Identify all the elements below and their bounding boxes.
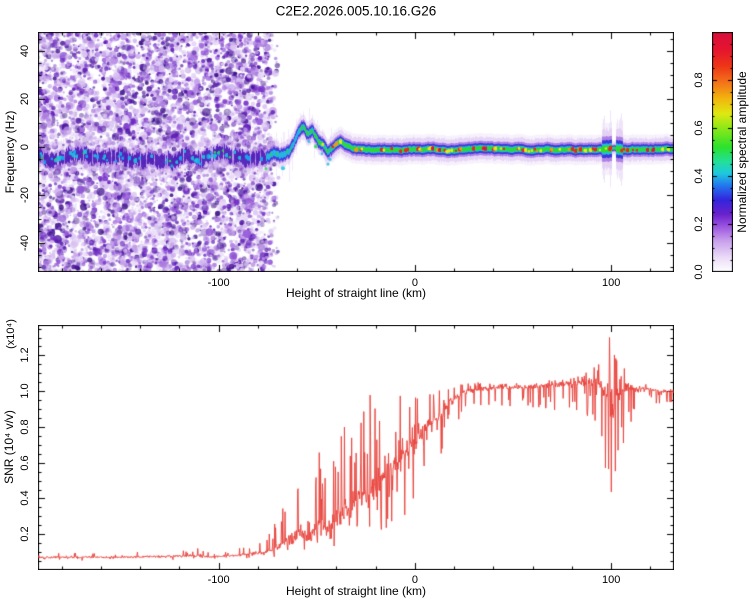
colorbar-tick-label: 0.8: [693, 72, 705, 88]
x-tick-label: -100: [207, 277, 230, 289]
y-tick-label: 0: [19, 143, 31, 151]
y-tick-label: 1.2: [19, 347, 31, 363]
colorbar-tick-label: 0.0: [693, 264, 705, 280]
y-tick-label: 20: [19, 92, 31, 106]
height-axis-label-bottom: Height of straight line (km): [285, 584, 427, 598]
frequency-axis-label: Frequency (Hz): [3, 110, 17, 194]
y-tick-label: 40: [19, 44, 31, 58]
height-axis-label-top: Height of straight line (km): [285, 286, 427, 300]
main-title: C2E2.2026.005.10.16.G26: [275, 3, 437, 19]
snr-axis-label: SNR (10⁴ v/v): [2, 410, 16, 484]
colorbar-tick-label: 0.2: [693, 216, 705, 232]
x-tick-label: 100: [601, 277, 621, 289]
spectrogram-canvas: [38, 32, 674, 272]
y-tick-label: 0.6: [19, 455, 31, 471]
y-tick-label: 0.2: [19, 526, 31, 542]
colorbar-canvas: [712, 32, 733, 272]
y-tick-label: 0.4: [19, 490, 31, 506]
snr-canvas: [38, 325, 674, 570]
x-tick-label: 100: [601, 574, 621, 586]
colorbar-tick-label: 0.6: [693, 120, 705, 136]
x-tick-label: 0: [411, 277, 418, 289]
colorbar-tick-label: 0.4: [693, 168, 705, 184]
snr-axis-multiplier: (x10⁴): [5, 319, 17, 349]
y-tick-label: 1.0: [19, 383, 31, 399]
y-tick-label: 0.8: [19, 419, 31, 435]
y-tick-label: -20: [19, 187, 31, 203]
colorbar-label: Normalized spectral amplitude: [735, 71, 749, 233]
y-tick-label: -40: [19, 235, 31, 251]
x-tick-label: 0: [411, 574, 418, 586]
x-tick-label: -100: [207, 574, 230, 586]
